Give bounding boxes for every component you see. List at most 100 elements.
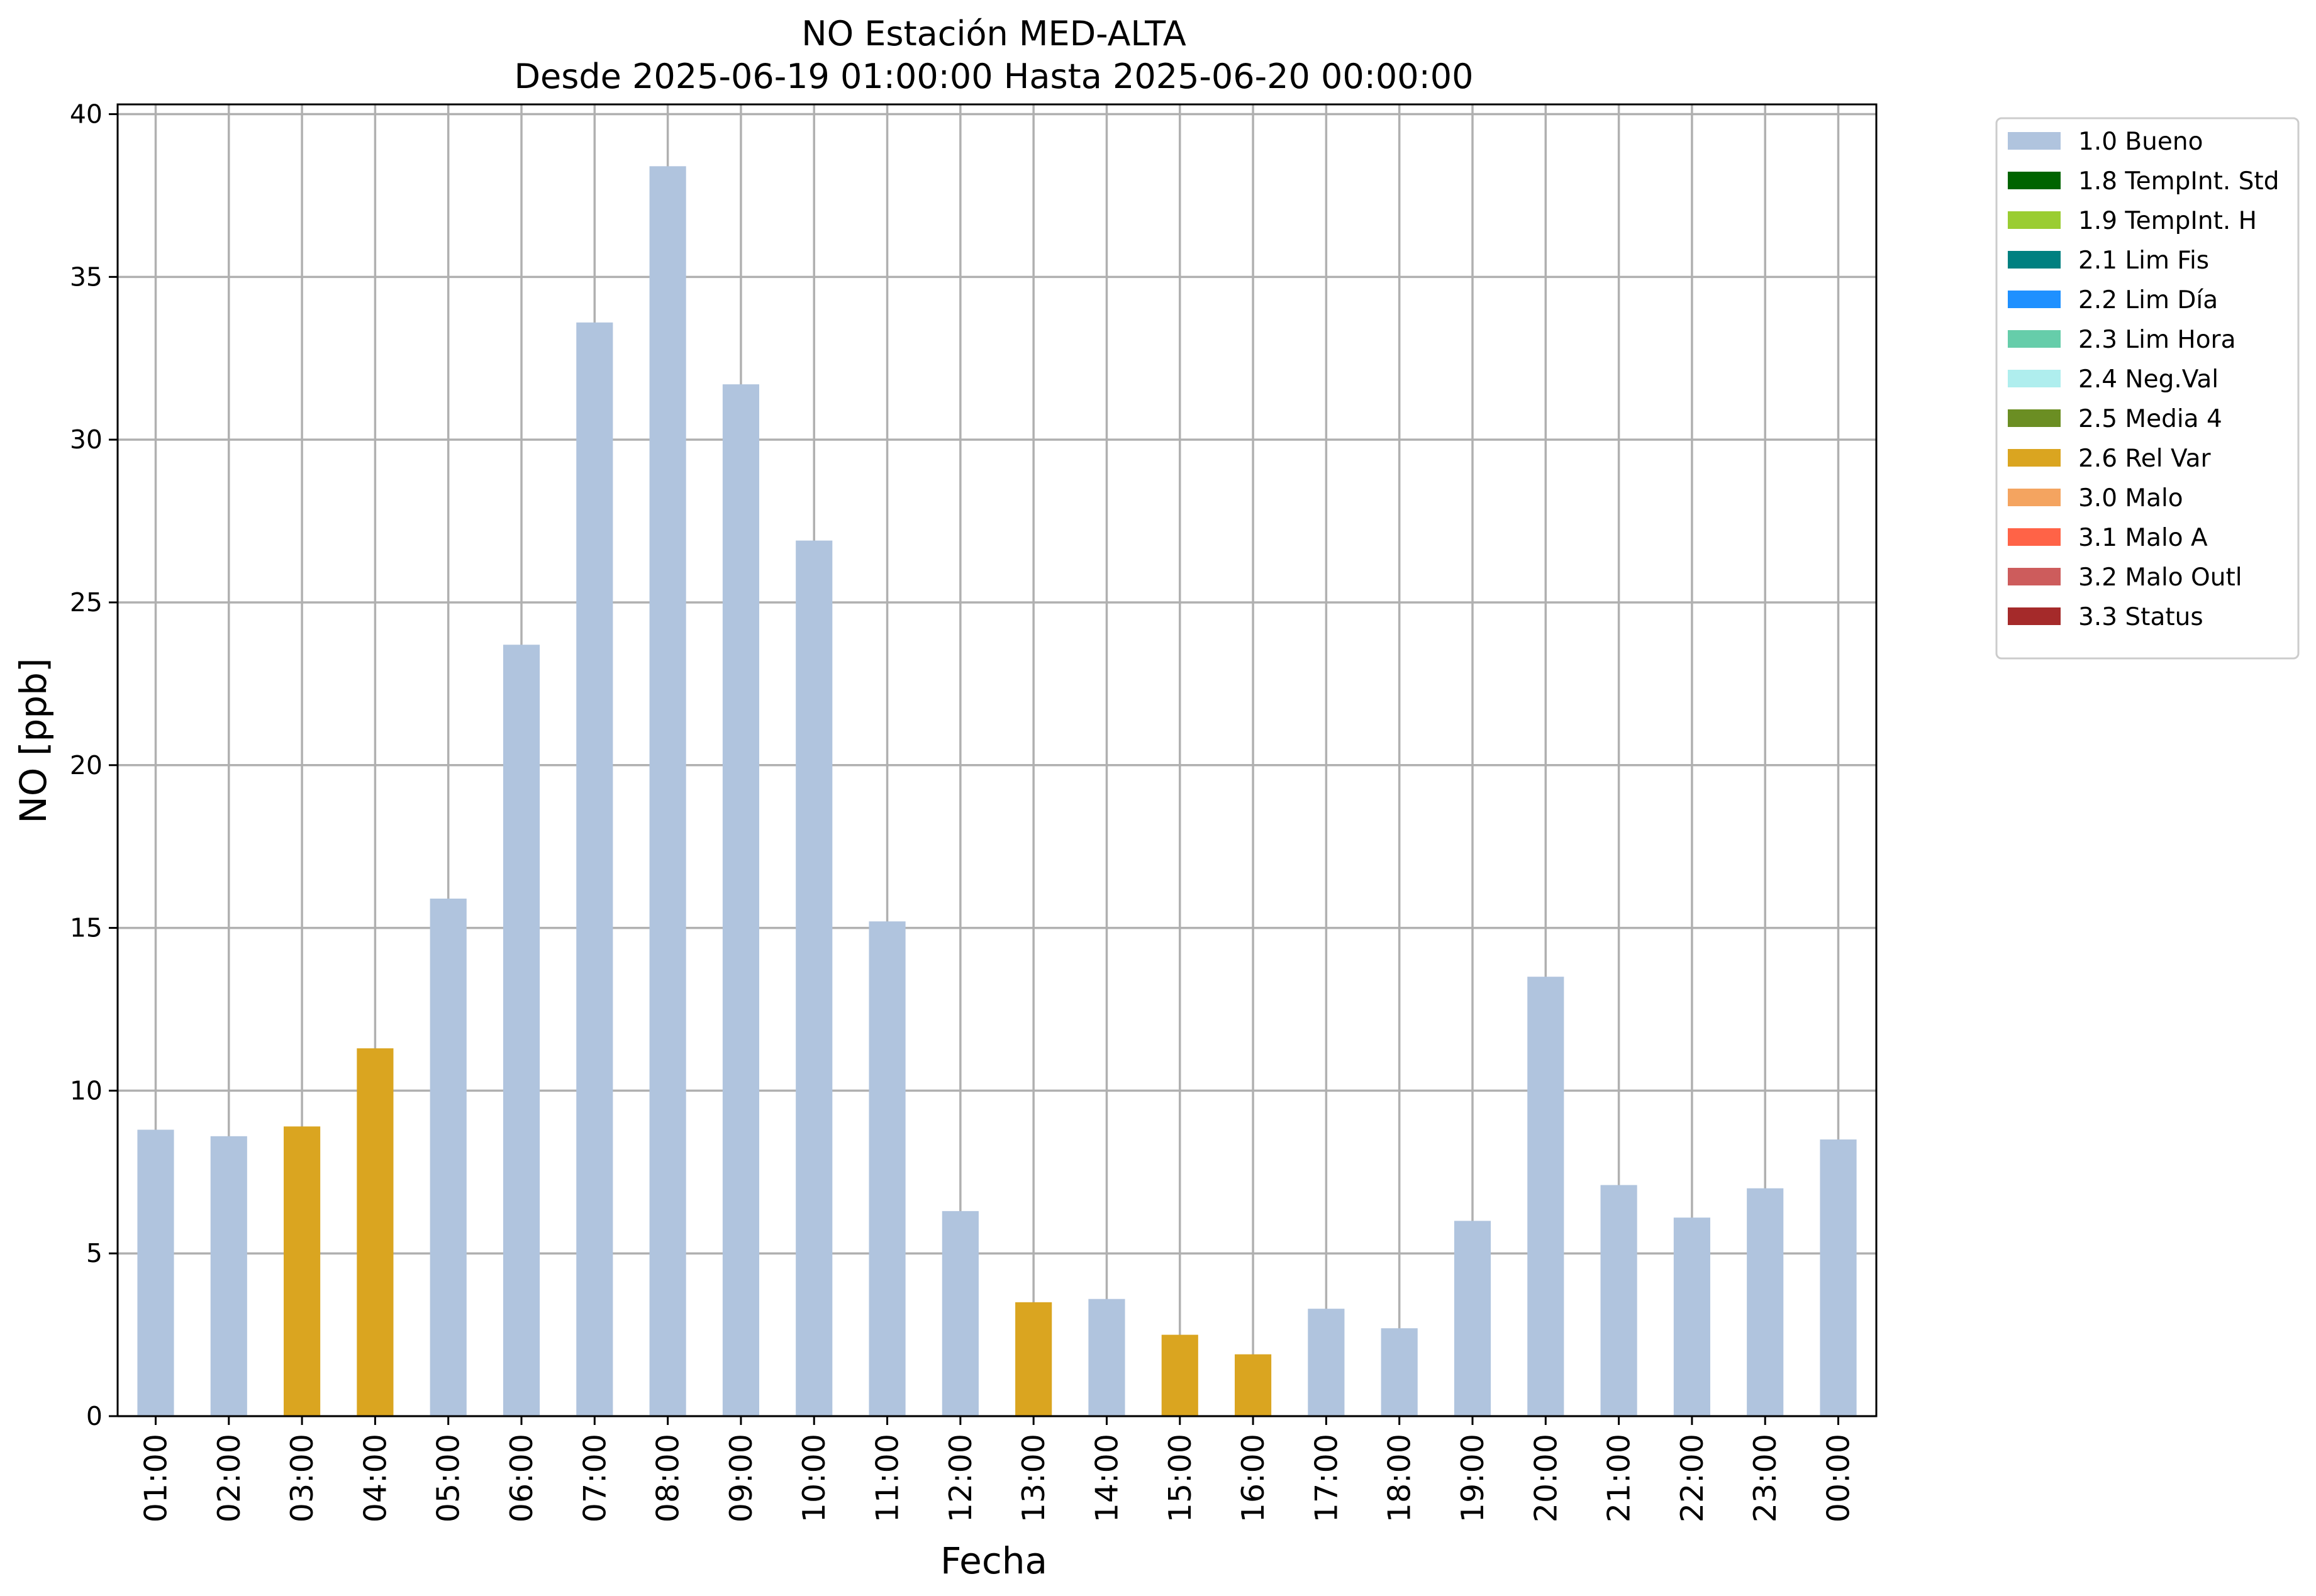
bar-08:00 bbox=[649, 166, 686, 1416]
bar-06:00 bbox=[503, 645, 540, 1416]
legend-label: 2.1 Lim Fis bbox=[2078, 247, 2209, 275]
legend-swatch bbox=[2008, 528, 2061, 546]
y-tick-label: 5 bbox=[86, 1238, 103, 1268]
legend-entry: 2.3 Lim Hora bbox=[2008, 326, 2236, 354]
bars bbox=[137, 166, 1857, 1416]
legend-swatch bbox=[2008, 489, 2061, 506]
legend-entry: 1.8 TempInt. Std bbox=[2008, 167, 2279, 196]
x-tick-label: 16:00 bbox=[1235, 1434, 1271, 1522]
bar-19:00 bbox=[1454, 1221, 1491, 1416]
x-tick-label: 00:00 bbox=[1821, 1434, 1857, 1522]
legend-swatch bbox=[2008, 211, 2061, 229]
bar-23:00 bbox=[1747, 1188, 1784, 1416]
bar-18:00 bbox=[1381, 1328, 1418, 1416]
legend-label: 2.4 Neg.Val bbox=[2078, 365, 2219, 394]
bar-17:00 bbox=[1308, 1309, 1345, 1416]
legend-label: 2.5 Media 4 bbox=[2078, 405, 2222, 433]
bar-22:00 bbox=[1673, 1217, 1710, 1416]
legend-entry: 2.4 Neg.Val bbox=[2008, 365, 2219, 394]
bar-09:00 bbox=[722, 384, 760, 1416]
x-axis: 01:00 02:00 03:00 04:00 05:00 06:00 07:00 08:00… bbox=[138, 1416, 1857, 1522]
y-tick-label: 30 bbox=[70, 424, 103, 455]
x-tick-label: 11:00 bbox=[870, 1434, 906, 1522]
bar-05:00 bbox=[430, 898, 467, 1416]
x-tick-label: 19:00 bbox=[1455, 1434, 1491, 1522]
legend-label: 2.2 Lim Día bbox=[2078, 286, 2218, 314]
plot-frame bbox=[116, 103, 1878, 1417]
x-tick-label: 14:00 bbox=[1089, 1434, 1125, 1522]
legend-swatch bbox=[2008, 370, 2061, 387]
bar-13:00 bbox=[1015, 1302, 1052, 1416]
legend-swatch bbox=[2008, 409, 2061, 427]
bar-21:00 bbox=[1600, 1185, 1637, 1416]
bar-07:00 bbox=[576, 322, 613, 1416]
y-tick-label: 40 bbox=[70, 99, 103, 130]
legend-entry: 1.9 TempInt. H bbox=[2008, 207, 2257, 235]
y-axis-label: NO [ppb] bbox=[12, 658, 55, 823]
legend-swatch bbox=[2008, 330, 2061, 348]
y-tick-label: 15 bbox=[70, 913, 103, 943]
bar-14:00 bbox=[1088, 1299, 1125, 1416]
bar-15:00 bbox=[1161, 1334, 1198, 1416]
legend-swatch bbox=[2008, 132, 2061, 150]
bar-01:00 bbox=[137, 1129, 174, 1416]
y-tick-label: 0 bbox=[86, 1401, 103, 1431]
legend-entry: 3.1 Malo A bbox=[2008, 524, 2208, 552]
legend-swatch bbox=[2008, 568, 2061, 585]
y-tick-label: 10 bbox=[70, 1075, 103, 1106]
legend-swatch bbox=[2008, 607, 2061, 625]
legend: 1.0 Bueno 1.8 TempInt. Std 1.9 TempInt. H 2… bbox=[1995, 117, 2300, 660]
x-tick-label: 17:00 bbox=[1308, 1434, 1344, 1522]
x-tick-label: 03:00 bbox=[284, 1434, 320, 1522]
y-tick-label: 20 bbox=[70, 750, 103, 780]
bar-00:00 bbox=[1820, 1139, 1857, 1416]
y-tick-label: 25 bbox=[70, 587, 103, 618]
bar-03:00 bbox=[284, 1126, 321, 1416]
x-tick-label: 23:00 bbox=[1747, 1434, 1783, 1522]
bar-10:00 bbox=[796, 540, 833, 1416]
y-axis: 0 5 10 15 20 25 30 35 40 bbox=[70, 99, 118, 1431]
legend-entry: 2.1 Lim Fis bbox=[2008, 247, 2209, 275]
x-tick-label: 02:00 bbox=[211, 1434, 247, 1522]
x-tick-label: 07:00 bbox=[577, 1434, 613, 1522]
legend-label: 1.9 TempInt. H bbox=[2078, 207, 2257, 235]
legend-swatch bbox=[2008, 251, 2061, 269]
x-tick-label: 13:00 bbox=[1016, 1434, 1052, 1522]
legend-swatch bbox=[2008, 172, 2061, 189]
legend-label: 1.0 Bueno bbox=[2078, 128, 2203, 156]
legend-label: 3.3 Status bbox=[2078, 603, 2203, 631]
bar-11:00 bbox=[869, 921, 906, 1416]
x-tick-label: 09:00 bbox=[723, 1434, 759, 1522]
x-axis-label: Fecha bbox=[940, 1539, 1047, 1582]
bar-02:00 bbox=[210, 1136, 247, 1416]
legend-entry: 2.2 Lim Día bbox=[2008, 286, 2218, 314]
x-tick-label: 20:00 bbox=[1528, 1434, 1564, 1522]
legend-label: 1.8 TempInt. Std bbox=[2078, 167, 2279, 196]
legend-box bbox=[1995, 117, 2300, 660]
legend-label: 2.6 Rel Var bbox=[2078, 445, 2212, 473]
legend-swatch bbox=[2008, 291, 2061, 308]
legend-label: 2.3 Lim Hora bbox=[2078, 326, 2236, 354]
legend-entry: 1.0 Bueno bbox=[2008, 128, 2203, 156]
x-tick-label: 05:00 bbox=[431, 1434, 467, 1522]
legend-label: 3.1 Malo A bbox=[2078, 524, 2208, 552]
x-tick-label: 01:00 bbox=[138, 1434, 174, 1522]
bar-16:00 bbox=[1234, 1354, 1272, 1416]
legend-entry: 2.5 Media 4 bbox=[2008, 405, 2222, 433]
x-tick-label: 08:00 bbox=[650, 1434, 686, 1522]
x-tick-label: 04:00 bbox=[357, 1434, 393, 1522]
legend-entry: 2.6 Rel Var bbox=[2008, 445, 2212, 473]
x-tick-label: 06:00 bbox=[504, 1434, 540, 1522]
chart-subtitle: Desde 2025-06-19 01:00:00 Hasta 2025-06-… bbox=[514, 57, 1473, 96]
x-tick-label: 10:00 bbox=[796, 1434, 832, 1522]
x-tick-label: 12:00 bbox=[943, 1434, 979, 1522]
bar-20:00 bbox=[1527, 977, 1564, 1416]
legend-entry: 3.2 Malo Outl bbox=[2008, 563, 2242, 592]
legend-entry: 3.0 Malo bbox=[2008, 484, 2183, 513]
legend-label: 3.2 Malo Outl bbox=[2078, 563, 2242, 592]
bar-12:00 bbox=[942, 1211, 979, 1416]
x-tick-label: 15:00 bbox=[1162, 1434, 1198, 1522]
legend-label: 3.0 Malo bbox=[2078, 484, 2183, 513]
x-tick-label: 22:00 bbox=[1674, 1434, 1710, 1522]
